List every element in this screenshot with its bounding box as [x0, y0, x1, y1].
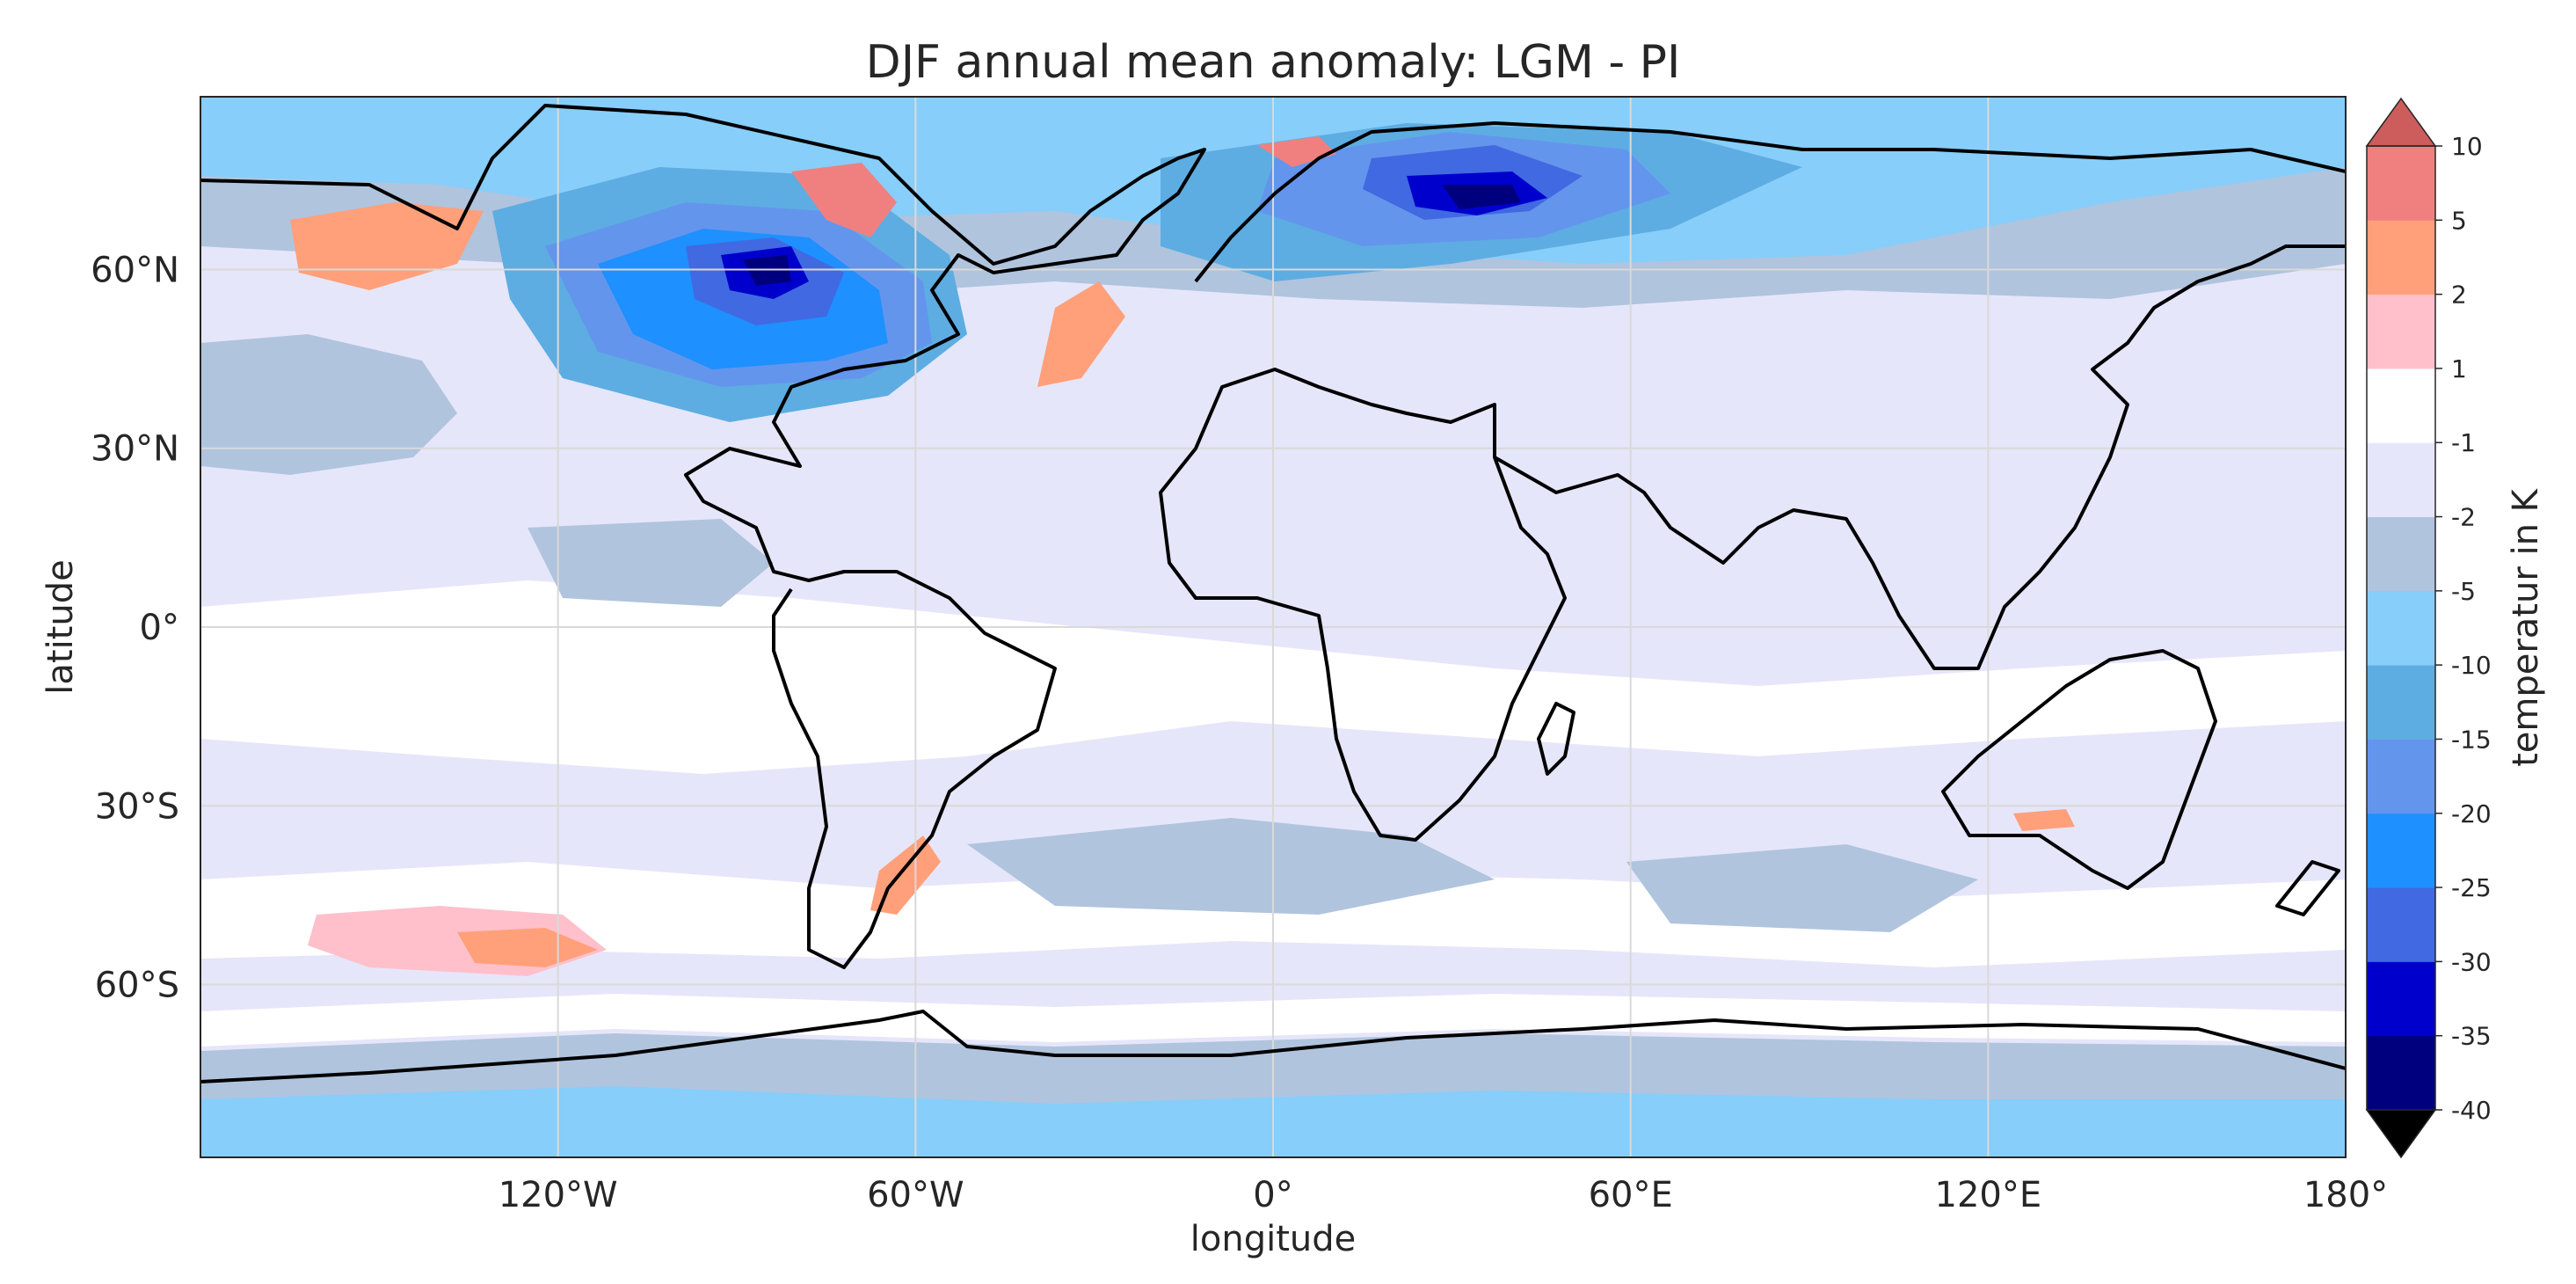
colorbar-tick-label-13: 10 [2451, 132, 2483, 161]
gridlines [200, 97, 2346, 1157]
colorbar-tick-label-0: -40 [2451, 1096, 2492, 1125]
colorbar-segment-0 [2367, 1035, 2435, 1111]
x-tick-label-4: 120°E [1935, 1175, 2042, 1215]
colorbar: -40 -35 -30 -25 -20 -15 -10 -5 -2 -1 1 2 5 10 [2365, 97, 2492, 1159]
coastline-africa-eurasia [1159, 368, 1567, 842]
colorbar-tick-label-11: 2 [2451, 281, 2467, 310]
colorbar-tick-label-4: -20 [2451, 799, 2492, 828]
colorbar-segment-6 [2367, 590, 2435, 666]
colorbar-tick-label-2: -30 [2451, 947, 2492, 976]
colorbar-segment-9 [2367, 368, 2435, 443]
colorbar-segment-1 [2367, 961, 2435, 1037]
colorbar-segment-5 [2367, 665, 2435, 740]
coastline-madagascar [1537, 702, 1575, 776]
x-axis-ticks: 120°W 60°W 0° 60°E 120°E 180° [498, 1175, 2388, 1215]
coastline-americas [200, 104, 1206, 969]
colorbar-segment-11 [2367, 220, 2435, 295]
contour-salmon-north-atlantic [1037, 281, 1125, 387]
colorbar-segment-2 [2367, 887, 2435, 962]
colorbar-extend-min [2365, 1109, 2437, 1159]
colorbar-segment-8 [2367, 442, 2435, 518]
x-tick-label-1: 60°W [867, 1175, 964, 1215]
x-tick-label-0: 120°W [498, 1175, 618, 1215]
y-tick-label-3: 30°S [95, 786, 179, 827]
y-axis-label: latitude [40, 559, 81, 694]
map-frame [200, 96, 2347, 1158]
colorbar-segment-4 [2367, 739, 2435, 814]
coastline-antarctica [200, 1010, 2346, 1083]
colorbar-segment-12 [2367, 146, 2435, 221]
contour-dark-navy-north-america [743, 255, 791, 286]
colorbar-frame [2366, 145, 2436, 1111]
colorbar-extend-max [2365, 97, 2437, 147]
contour-salmon-south-pacific [457, 928, 598, 967]
coastline-asia-coast [1494, 244, 2346, 670]
y-tick-label-0: 60°N [91, 250, 179, 290]
colorbar-tick-label-1: -35 [2451, 1022, 2492, 1051]
coastline-arctic [1194, 121, 2346, 283]
contour-dark-navy-eurasia [1442, 185, 1521, 209]
colorbar-tick-label-9: -1 [2451, 428, 2476, 457]
contour-salmon-patagonia [870, 835, 941, 915]
contour-slate-eastern-pacific [528, 519, 774, 607]
y-axis-ticks: 60°N 30°N 0° 30°S 60°S [91, 250, 179, 1005]
x-tick-label-5: 180° [2303, 1175, 2388, 1215]
colorbar-tick-label-10: 1 [2451, 354, 2467, 383]
y-tick-label-4: 60°S [95, 966, 179, 1006]
y-tick-label-2: 0° [140, 608, 179, 648]
x-tick-label-2: 0° [1253, 1175, 1292, 1215]
y-tick-label-1: 30°N [91, 429, 179, 470]
contour-slate-south-atlantic [967, 818, 1495, 915]
colorbar-label: temperatur in K [2506, 487, 2546, 767]
colorbar-tick-label-6: -10 [2451, 651, 2492, 680]
colorbar-segment-3 [2367, 813, 2435, 888]
contour-salmon-north-pacific [290, 202, 484, 290]
contour-coral-greenland-edge [791, 163, 897, 237]
coastline-australia [1941, 649, 2217, 890]
coastlines [200, 104, 2346, 1083]
colorbar-segment-10 [2367, 294, 2435, 369]
map-area [200, 97, 2346, 1157]
contour-slate-north-pacific [200, 334, 457, 475]
colorbar-tick-label-12: 5 [2451, 206, 2467, 235]
colorbar-tick-label-7: -5 [2451, 577, 2476, 606]
x-tick-label-3: 60°E [1589, 1175, 1673, 1215]
contour-salmon-australia [2013, 809, 2075, 831]
colorbar-tick-label-3: -25 [2451, 873, 2492, 902]
colorbar-segment-7 [2367, 516, 2435, 592]
chart-title: DJF annual mean anomaly: LGM - PI [866, 36, 1681, 89]
colorbar-tick-label-8: -2 [2451, 503, 2476, 532]
coastline-new-zealand [2275, 860, 2340, 916]
colorbar-tick-label-5: -15 [2451, 725, 2492, 754]
contour-slate-indian-ocean [1626, 844, 1978, 932]
x-axis-label: longitude [1190, 1219, 1356, 1259]
